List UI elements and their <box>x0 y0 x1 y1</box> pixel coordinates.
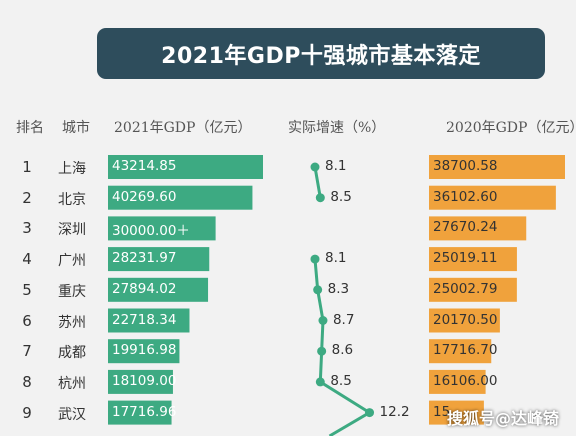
growth-point <box>317 346 327 356</box>
city-label: 杭州 <box>58 375 86 392</box>
growth-point <box>318 316 328 325</box>
bar-2021 <box>108 155 263 179</box>
growth-point <box>365 408 375 418</box>
rank-label: 5 <box>22 280 32 299</box>
rank-label: 6 <box>22 311 32 330</box>
bar-2020-value: 15 <box>433 403 451 420</box>
growth-value: 8.6 <box>331 342 354 359</box>
bar-2020-value: 27670.24 <box>433 219 498 236</box>
growth-point <box>310 162 320 172</box>
bar-2021 <box>108 369 173 394</box>
bar-2021-value: 27894.02 <box>112 280 177 297</box>
bar-2021 <box>108 216 216 241</box>
rank-label: 9 <box>22 403 32 422</box>
bar-2020 <box>429 369 486 394</box>
bar-2021-value: 17716.96 <box>112 403 177 420</box>
growth-value: 8.5 <box>330 188 352 205</box>
city-label: 北京 <box>58 191 86 208</box>
rank-label: 2 <box>22 188 32 207</box>
growth-value: 12.2 <box>379 403 410 420</box>
rank-label: 8 <box>22 372 32 391</box>
bar-2021-value: 19916.98 <box>112 342 177 359</box>
bar-2021 <box>108 277 209 302</box>
growth-value: 8.3 <box>327 280 350 297</box>
bar-2021 <box>108 308 190 333</box>
growth-line <box>313 166 322 198</box>
header-city: 城市 <box>62 120 90 136</box>
bar-2021-value: 28231.97 <box>112 250 177 267</box>
growth-value: 8.7 <box>332 311 355 328</box>
city-label: 苏州 <box>58 314 86 331</box>
growth-line-tail <box>328 411 371 436</box>
chart-title: 2021年GDP十强城市基本落定 <box>97 28 545 79</box>
rank-label: 1 <box>22 158 32 176</box>
bar-2021-value: 43214.85 <box>112 158 177 174</box>
bar-2021 <box>108 400 172 425</box>
bar-2020-value: 38700.58 <box>433 158 498 174</box>
header-growth: 实际增速（%） <box>288 120 386 136</box>
city-label: 重庆 <box>58 283 86 300</box>
growth-point <box>315 193 325 203</box>
bar-2021-value: 30000.00＋ <box>112 223 190 240</box>
city-label: 上海 <box>58 161 86 177</box>
bar-2021-value: 22718.34 <box>112 311 177 328</box>
growth-point <box>310 254 320 264</box>
growth-value: 8.1 <box>325 250 347 267</box>
bar-2020 <box>429 185 556 210</box>
bar-2020 <box>429 247 517 272</box>
bar-2020 <box>429 277 517 302</box>
rank-label: 7 <box>22 342 32 361</box>
bar-2021 <box>108 247 210 272</box>
bar-2020-value: 25002.79 <box>433 280 498 297</box>
growth-value: 8.1 <box>325 158 347 174</box>
header-gdp2021: 2021年GDP（亿元） <box>114 120 252 136</box>
city-label: 广州 <box>58 253 86 270</box>
growth-point <box>313 285 323 295</box>
bar-2020-value: 20170.50 <box>433 311 498 328</box>
city-label: 成都 <box>58 345 86 362</box>
header-rank: 排名 <box>16 120 44 136</box>
growth-value: 8.5 <box>330 372 352 389</box>
city-label: 深圳 <box>58 222 86 239</box>
bar-2021-value: 40269.60 <box>112 188 177 205</box>
bar-2020 <box>429 339 492 364</box>
rank-label: 3 <box>22 219 32 238</box>
growth-line <box>313 258 371 414</box>
bar-2021 <box>108 339 180 364</box>
watermark: 搜狐号@达峰锜 <box>447 409 560 428</box>
city-label: 武汉 <box>58 406 86 423</box>
bar-2021-value: 18109.00 <box>112 372 177 389</box>
header-gdp2020: 2020年GDP（亿元） <box>446 120 576 136</box>
bar-2020-value: 25019.11 <box>433 250 498 267</box>
bar-2020 <box>429 400 484 425</box>
bar-2020 <box>429 216 527 241</box>
growth-point <box>315 377 325 387</box>
bar-2020 <box>429 308 500 333</box>
bar-2020-value: 17716.70 <box>433 342 498 359</box>
bar-2021 <box>108 185 253 210</box>
bar-2020 <box>429 155 565 179</box>
bar-2020-value: 36102.60 <box>433 188 498 205</box>
bar-2020-value: 16106.00 <box>433 372 498 389</box>
rank-label: 4 <box>22 250 32 269</box>
